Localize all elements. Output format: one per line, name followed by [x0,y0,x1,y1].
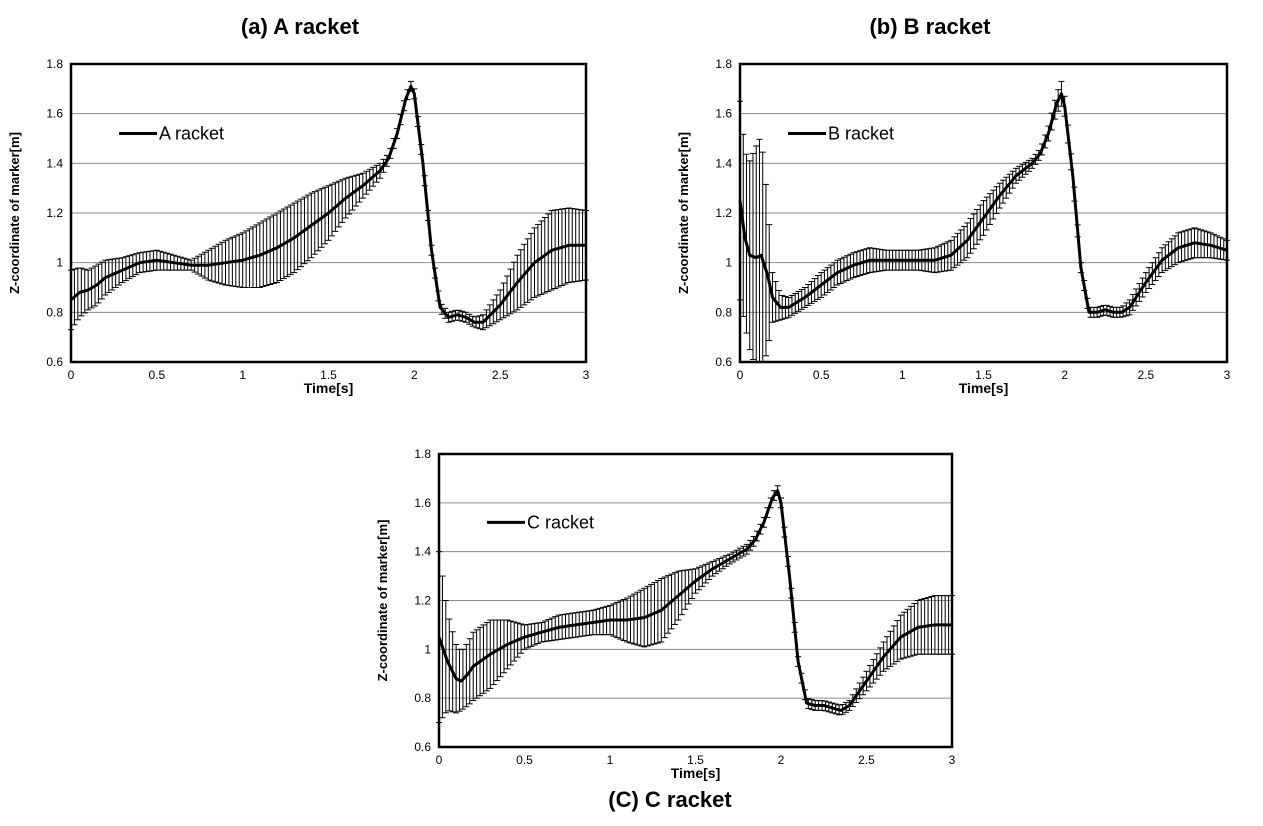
chart-svg-c: 0.6 0.8 1 1.2 1.4 1.6 1.8 0 0.5 1 1.5 2 2.5 3 Time[s] Z… [375,447,956,781]
series-line [437,489,952,712]
x-tick-label: 0.5 [813,368,830,382]
x-tick-label: 3 [1224,368,1231,382]
x-tick-label: 2 [411,368,418,382]
y-axis-label: Z-coordinate of marker[m] [7,132,22,294]
x-tick-label: 1.5 [975,368,992,382]
y-tick-label: 0.8 [715,305,732,319]
x-tick-label: 2.5 [492,368,509,382]
y-tick-label: 1.8 [414,447,431,461]
chart-svg-b: 0.6 0.8 1 1.2 1.4 1.6 1.8 0 0.5 1 1.5 2 2.5 3 Time[s] Z… [676,57,1231,396]
y-tick-label: 1.8 [46,57,63,71]
chart-title: (b) B racket [869,14,991,39]
x-tick-label: 0.5 [148,368,165,382]
plot-frame [738,62,1229,364]
y-axis-label: Z-coordinate of marker[m] [676,132,691,294]
x-tick-label: 1.5 [320,368,337,382]
legend-label: C racket [527,512,594,532]
y-tick-label: 1.2 [414,594,431,608]
y-axis-label: Z-coordinate of marker[m] [375,520,390,682]
y-tick-label: 1.6 [715,107,732,121]
y-tick-label: 0.6 [715,355,732,369]
x-tick-label: 3 [583,368,590,382]
x-tick-label: 2.5 [858,753,875,767]
y-tick-label: 0.6 [46,355,63,369]
y-tick-label: 0.8 [414,691,431,705]
x-tick-label: 0 [68,368,75,382]
y-tick-label: 1.4 [46,156,63,170]
y-tick-label: 1.4 [414,545,431,559]
x-tick-label: 1.5 [687,753,704,767]
x-tick-label: 1 [607,753,614,767]
x-tick-label: 3 [949,753,956,767]
chart-svg-a: 0.6 0.8 1 1.2 1.4 1.6 1.8 0 0.5 1 1.5 2 2.5 3 Time[s] Z… [7,57,590,396]
x-tick-label: 0 [436,753,443,767]
chart-panel-a: (a) A racket 0.6 0.8 1 1.2 1.4 1.6 1.8 0 0.5 1 1.5… [0,0,600,412]
x-axis-label: Time[s] [671,765,721,781]
x-axis-label: Time[s] [304,380,354,396]
x-tick-label: 0 [737,368,744,382]
series-line [738,92,1228,314]
y-tick-label: 1 [725,256,732,270]
y-tick-label: 1 [424,642,431,656]
x-tick-label: 2 [778,753,785,767]
x-tick-label: 2 [1061,368,1068,382]
x-tick-label: 0.5 [516,753,533,767]
error-bars [737,80,1230,363]
y-tick-label: 1.2 [715,206,732,220]
x-tick-label: 1 [899,368,906,382]
y-tick-label: 1.4 [715,156,732,170]
chart-panel-b: (b) B racket 0.6 0.8 1 1.2 1.4 1.6 1.8 0 0.5 1 1.5… [630,0,1250,412]
x-axis-label: Time[s] [959,380,1009,396]
y-tick-label: 1.6 [414,496,431,510]
legend-label: A racket [159,124,224,144]
y-tick-label: 0.6 [414,740,431,754]
plot-frame [69,62,588,364]
series-line [70,84,586,324]
chart-title: (a) A racket [240,14,360,39]
x-tick-label: 2.5 [1137,368,1154,382]
plot-frame [437,452,954,749]
x-tick-label: 1 [239,368,246,382]
chart-panel-c: 0.6 0.8 1 1.2 1.4 1.6 1.8 0 0.5 1 1.5 2 2.5 3 Time[s] Z… [370,440,970,826]
y-tick-label: 0.8 [46,305,63,319]
legend-label: B racket [828,124,894,144]
y-tick-label: 1 [56,256,63,270]
y-tick-label: 1.8 [715,57,732,71]
chart-title: (C) C racket [608,787,732,812]
y-tick-label: 1.2 [46,206,63,220]
y-tick-label: 1.6 [46,107,63,121]
